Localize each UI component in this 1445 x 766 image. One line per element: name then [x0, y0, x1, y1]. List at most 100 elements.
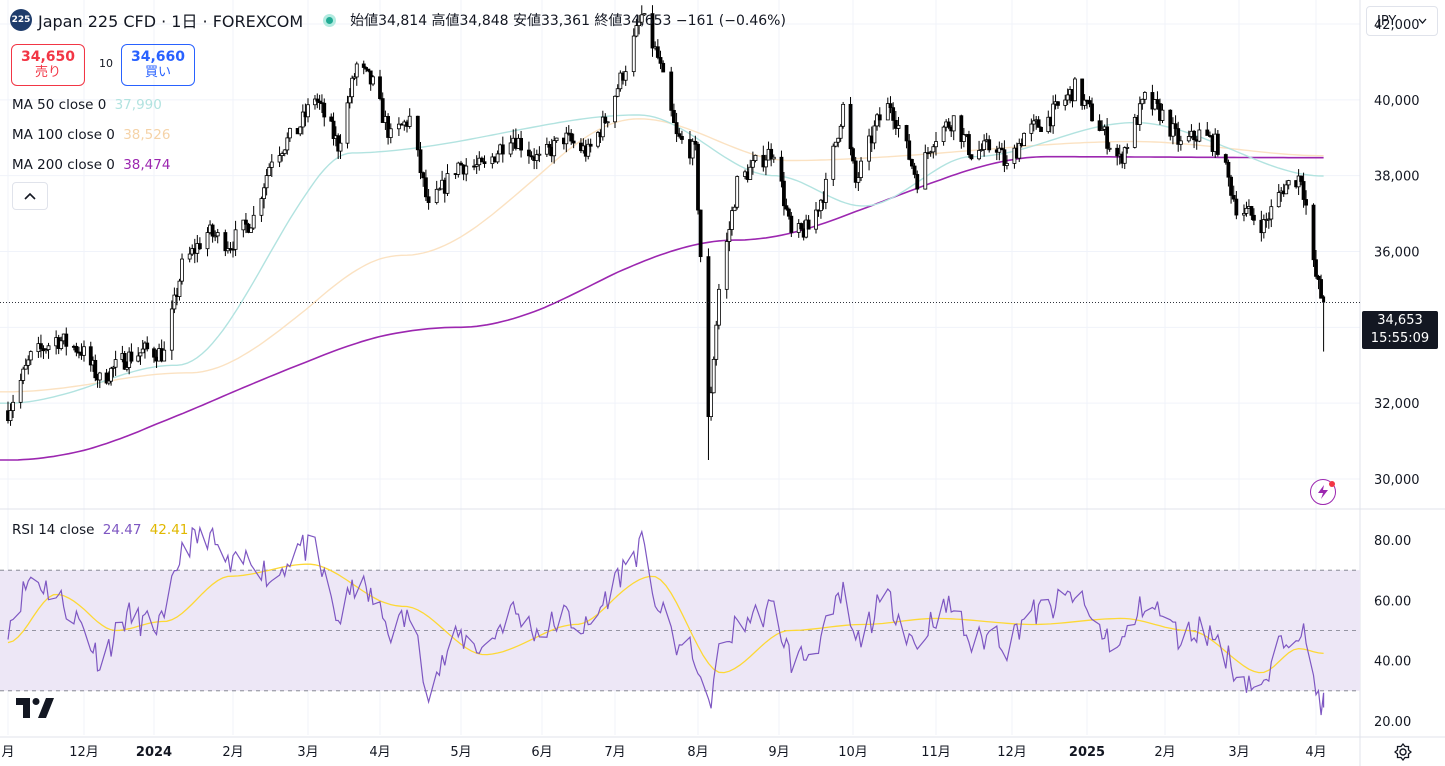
- candle-body: [979, 149, 984, 151]
- last-candle-body: [1322, 296, 1326, 303]
- candle-body: [215, 232, 220, 237]
- candle-body: [1171, 123, 1175, 137]
- candle-body: [371, 76, 375, 85]
- candle-body: [1234, 198, 1239, 216]
- candle-body: [82, 346, 86, 356]
- currency-selector[interactable]: JPY: [1366, 6, 1438, 36]
- candle-body: [753, 154, 758, 161]
- symbol-badge[interactable]: 225: [10, 9, 32, 31]
- candle-body: [21, 368, 26, 381]
- candle-body: [122, 353, 127, 370]
- flash-icon[interactable]: [1310, 479, 1336, 505]
- candle-body: [285, 137, 290, 151]
- candle-body: [386, 116, 391, 138]
- time-tick-label: 6月: [531, 745, 552, 760]
- legend-rsi[interactable]: RSI 14 close 24.47 42.41: [12, 522, 188, 538]
- candle-body: [735, 176, 740, 208]
- axes: 42,00040,00038,00036,00034,00032,00030,0…: [1, 18, 1419, 760]
- candle-body: [1031, 120, 1036, 125]
- buy-price: 34,660: [130, 49, 186, 65]
- symbol-title[interactable]: Japan 225 CFD · 1日 · FOREXCOM: [38, 12, 304, 31]
- candle-body: [187, 253, 192, 260]
- candle-body: [129, 351, 134, 362]
- candle-body: [586, 143, 591, 157]
- candle-body: [946, 121, 951, 128]
- currency-label: JPY: [1377, 13, 1397, 29]
- candle-body: [615, 88, 620, 97]
- candle-body: [786, 208, 791, 217]
- rsi-label: RSI 14 close: [12, 522, 95, 538]
- legend-ma50[interactable]: MA 50 close 0 37,990: [12, 97, 162, 113]
- sell-price: 34,650: [20, 49, 76, 65]
- legend-ma100[interactable]: MA 100 close 0 38,526: [12, 127, 170, 143]
- candle-body: [113, 359, 118, 368]
- rsi-tick-label: 20.00: [1374, 715, 1411, 730]
- candle-body: [814, 209, 818, 230]
- candle-body: [1301, 181, 1306, 200]
- candle-body: [674, 122, 679, 135]
- candle-body: [1097, 120, 1102, 131]
- candle-body: [456, 162, 461, 175]
- candle-body: [552, 140, 557, 157]
- candle-body: [1100, 128, 1104, 131]
- candle-body: [421, 172, 426, 179]
- candle-body: [655, 46, 660, 58]
- time-tick-label: 2月: [222, 745, 243, 760]
- candle-body: [464, 165, 469, 175]
- candle-body: [300, 111, 305, 128]
- ohlc-readout: 始値34,814 高値34,848 安値33,361 終値34,653 −161…: [350, 13, 786, 29]
- candle-body: [1160, 109, 1165, 121]
- candle-body: [1087, 100, 1092, 105]
- candle-body: [631, 35, 636, 73]
- price-tick-label: 36,000: [1374, 246, 1420, 261]
- rsi-pane: [0, 525, 1360, 716]
- candle-body: [1226, 161, 1231, 178]
- bar-countdown: 15:55:09: [1370, 331, 1430, 346]
- candle-body: [784, 205, 789, 210]
- sell-button[interactable]: 34,650 売り: [11, 44, 85, 86]
- tradingview-logo-icon[interactable]: [16, 698, 54, 722]
- candle-body: [480, 157, 484, 163]
- candle-body: [764, 159, 768, 168]
- buy-button[interactable]: 34,660 買い: [121, 44, 195, 86]
- candle-body: [771, 156, 776, 160]
- candle-body: [97, 372, 102, 381]
- rsi-value: 24.47: [102, 522, 142, 538]
- candle-body: [1168, 109, 1173, 137]
- chevron-up-icon[interactable]: [12, 182, 48, 210]
- gear-icon[interactable]: [1393, 742, 1413, 765]
- candle-body: [642, 13, 647, 16]
- candle-body: [588, 143, 593, 147]
- candle-body: [350, 77, 355, 98]
- ma200-line: [0, 155, 1324, 461]
- candle-body: [1140, 98, 1145, 105]
- candle-body: [851, 148, 855, 162]
- time-tick-label: 8月: [687, 745, 708, 760]
- candle-body: [259, 198, 264, 216]
- candle-body: [730, 210, 734, 230]
- candle-body: [88, 346, 93, 366]
- candle-body: [145, 342, 150, 350]
- candle-body: [1286, 180, 1291, 186]
- candle-body: [1223, 154, 1228, 163]
- candle-body: [769, 148, 774, 160]
- legend-ma200[interactable]: MA 200 close 0 38,474: [12, 157, 170, 173]
- candle-body: [177, 280, 182, 297]
- price-tick-label: 40,000: [1374, 94, 1420, 109]
- candle-body: [1002, 149, 1007, 166]
- candle-body: [1178, 140, 1183, 145]
- candle-body: [696, 143, 700, 211]
- candle-body: [1153, 99, 1157, 110]
- candle-body: [125, 367, 129, 370]
- candle-body: [162, 349, 167, 362]
- candle-body: [140, 348, 145, 354]
- candle-body: [969, 154, 974, 160]
- candle-body: [347, 96, 352, 104]
- rsi-tick-label: 60.00: [1374, 594, 1411, 609]
- rsi-tick-label: 80.00: [1374, 534, 1411, 549]
- candle-body: [361, 63, 366, 68]
- candle-body: [698, 209, 703, 258]
- candle-body: [1051, 103, 1056, 127]
- candle-body: [690, 140, 695, 159]
